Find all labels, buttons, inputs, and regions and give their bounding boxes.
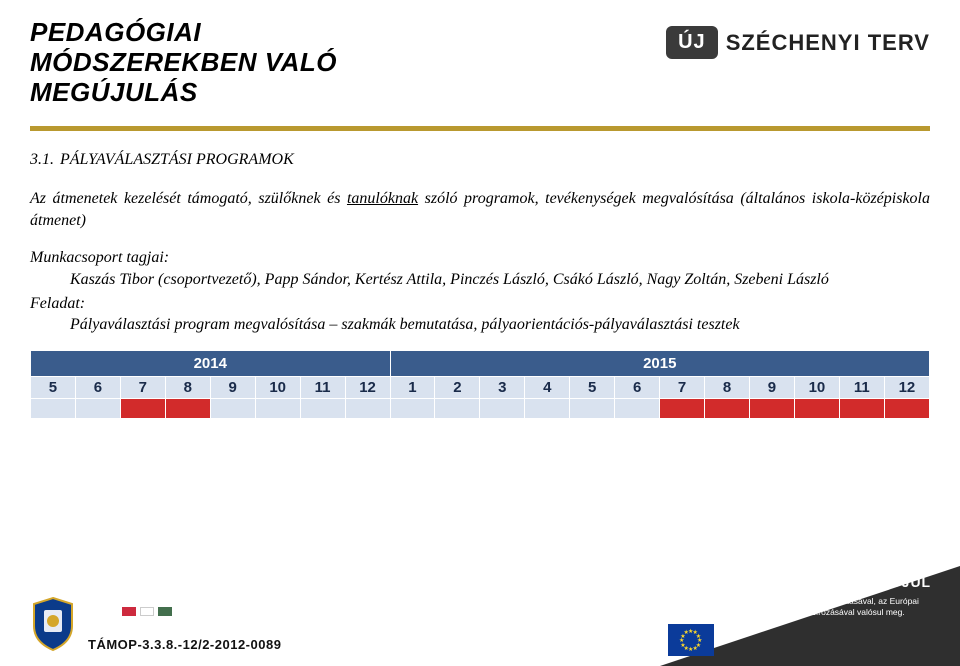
timeline-month-cell: 10 <box>255 376 300 398</box>
flag-stripe-red-icon <box>122 607 136 616</box>
timeline-month-cell: 8 <box>705 376 750 398</box>
timeline-gantt-cell <box>615 398 660 418</box>
timeline-month-cell: 3 <box>480 376 525 398</box>
timeline-year-2014: 2014 <box>31 350 391 376</box>
flag-stripe-white-icon <box>140 607 154 616</box>
timeline-gantt-cell <box>300 398 345 418</box>
timeline-month-cell: 6 <box>615 376 660 398</box>
eu-caption: A projekt az Európai Unió támogatásával,… <box>720 596 950 617</box>
timeline-month-cell: 6 <box>75 376 120 398</box>
corner-brand-b: MEGÚJUL <box>856 574 931 590</box>
timeline-gantt-cell <box>435 398 480 418</box>
flag-stripe-green-icon <box>158 607 172 616</box>
timeline-gantt-cell <box>210 398 255 418</box>
timeline-gantt-cell <box>525 398 570 418</box>
footer: TÁMOP-3.3.8.-12/2-2012-0089 ★★★★★★★★★★★★… <box>0 561 960 666</box>
timeline-gantt-row <box>31 398 930 418</box>
timeline-gantt-cell <box>345 398 390 418</box>
timeline-month-cell: 11 <box>839 376 884 398</box>
timeline-month-cell: 1 <box>390 376 435 398</box>
timeline-gantt-cell <box>120 398 165 418</box>
timeline-gantt-cell <box>750 398 795 418</box>
hu-flag-row <box>122 607 172 616</box>
crest-icon <box>30 596 76 652</box>
title-line-1: PEDAGÓGIAI <box>30 18 666 48</box>
footer-left: TÁMOP-3.3.8.-12/2-2012-0089 <box>30 596 281 652</box>
timeline-gantt-cell <box>255 398 300 418</box>
timeline-month-cell: 7 <box>660 376 705 398</box>
timeline-gantt-cell <box>570 398 615 418</box>
timeline-gantt-cell <box>794 398 839 418</box>
task-body: Pályaválasztási program megvalósítása – … <box>30 314 930 336</box>
timeline-gantt-cell <box>390 398 435 418</box>
timeline-year-2015: 2015 <box>390 350 930 376</box>
project-code: TÁMOP-3.3.8.-12/2-2012-0089 <box>88 637 281 652</box>
timeline-month-cell: 11 <box>300 376 345 398</box>
corner-brand-a: MAGYARORSZÁG <box>720 574 851 590</box>
timeline-gantt-cell <box>660 398 705 418</box>
timeline-month-cell: 5 <box>31 376 76 398</box>
section-number: 3.1. <box>30 149 54 171</box>
group-label: Munkacsoport tagjai: <box>30 247 930 269</box>
timeline-month-cell: 7 <box>120 376 165 398</box>
timeline-month-cell: 12 <box>345 376 390 398</box>
timeline-month-row: 56789101112123456789101112 <box>31 376 930 398</box>
title-line-2: MÓDSZEREKBEN VALÓ <box>30 48 666 78</box>
eu-flag-icon: ★★★★★★★★★★★★ <box>668 624 714 656</box>
timeline-table: 2014 2015 56789101112123456789101112 <box>30 350 930 419</box>
corner-brand: MAGYARORSZÁG MEGÚJUL <box>720 574 950 590</box>
timeline-year-row: 2014 2015 <box>31 350 930 376</box>
szechenyi-terv-text: SZÉCHENYI TERV <box>726 30 930 56</box>
timeline-gantt-cell <box>31 398 76 418</box>
para-part-a: Az átmenetek kezelését támogató, szülőkn… <box>30 190 347 207</box>
timeline-gantt-cell <box>884 398 929 418</box>
timeline-month-cell: 10 <box>794 376 839 398</box>
task-label: Feladat: <box>30 293 930 315</box>
timeline-gantt-cell <box>480 398 525 418</box>
timeline-month-cell: 9 <box>750 376 795 398</box>
timeline-gantt-cell <box>165 398 210 418</box>
group-members: Kaszás Tibor (csoportvezető), Papp Sándo… <box>30 269 930 291</box>
section-title: PÁLYAVÁLASZTÁSI PROGRAMOK <box>60 149 294 171</box>
timeline-month-cell: 9 <box>210 376 255 398</box>
timeline-gantt-cell <box>75 398 120 418</box>
content-area: 3.1. PÁLYAVÁLASZTÁSI PROGRAMOK Az átmene… <box>0 131 960 336</box>
page-title-block: PEDAGÓGIAI MÓDSZEREKBEN VALÓ MEGÚJULÁS <box>30 18 666 108</box>
title-line-3: MEGÚJULÁS <box>30 78 666 108</box>
intro-paragraph: Az átmenetek kezelését támogató, szülőkn… <box>30 188 930 231</box>
timeline-month-cell: 5 <box>570 376 615 398</box>
timeline-month-cell: 8 <box>165 376 210 398</box>
timeline-month-cell: 2 <box>435 376 480 398</box>
timeline-chart: 2014 2015 56789101112123456789101112 <box>0 336 960 419</box>
header: PEDAGÓGIAI MÓDSZEREKBEN VALÓ MEGÚJULÁS Ú… <box>0 0 960 108</box>
footer-corner: ★★★★★★★★★★★★ MAGYARORSZÁG MEGÚJUL A proj… <box>620 566 960 666</box>
timeline-gantt-cell <box>839 398 884 418</box>
section-heading: 3.1. PÁLYAVÁLASZTÁSI PROGRAMOK <box>30 149 930 171</box>
brand-lockup: ÚJ SZÉCHENYI TERV <box>666 18 930 59</box>
para-underlined: tanulóknak <box>347 190 418 207</box>
timeline-gantt-cell <box>705 398 750 418</box>
timeline-month-cell: 12 <box>884 376 929 398</box>
uj-badge: ÚJ <box>666 26 718 59</box>
timeline-month-cell: 4 <box>525 376 570 398</box>
corner-text: MAGYARORSZÁG MEGÚJUL A projekt az Európa… <box>720 574 950 617</box>
